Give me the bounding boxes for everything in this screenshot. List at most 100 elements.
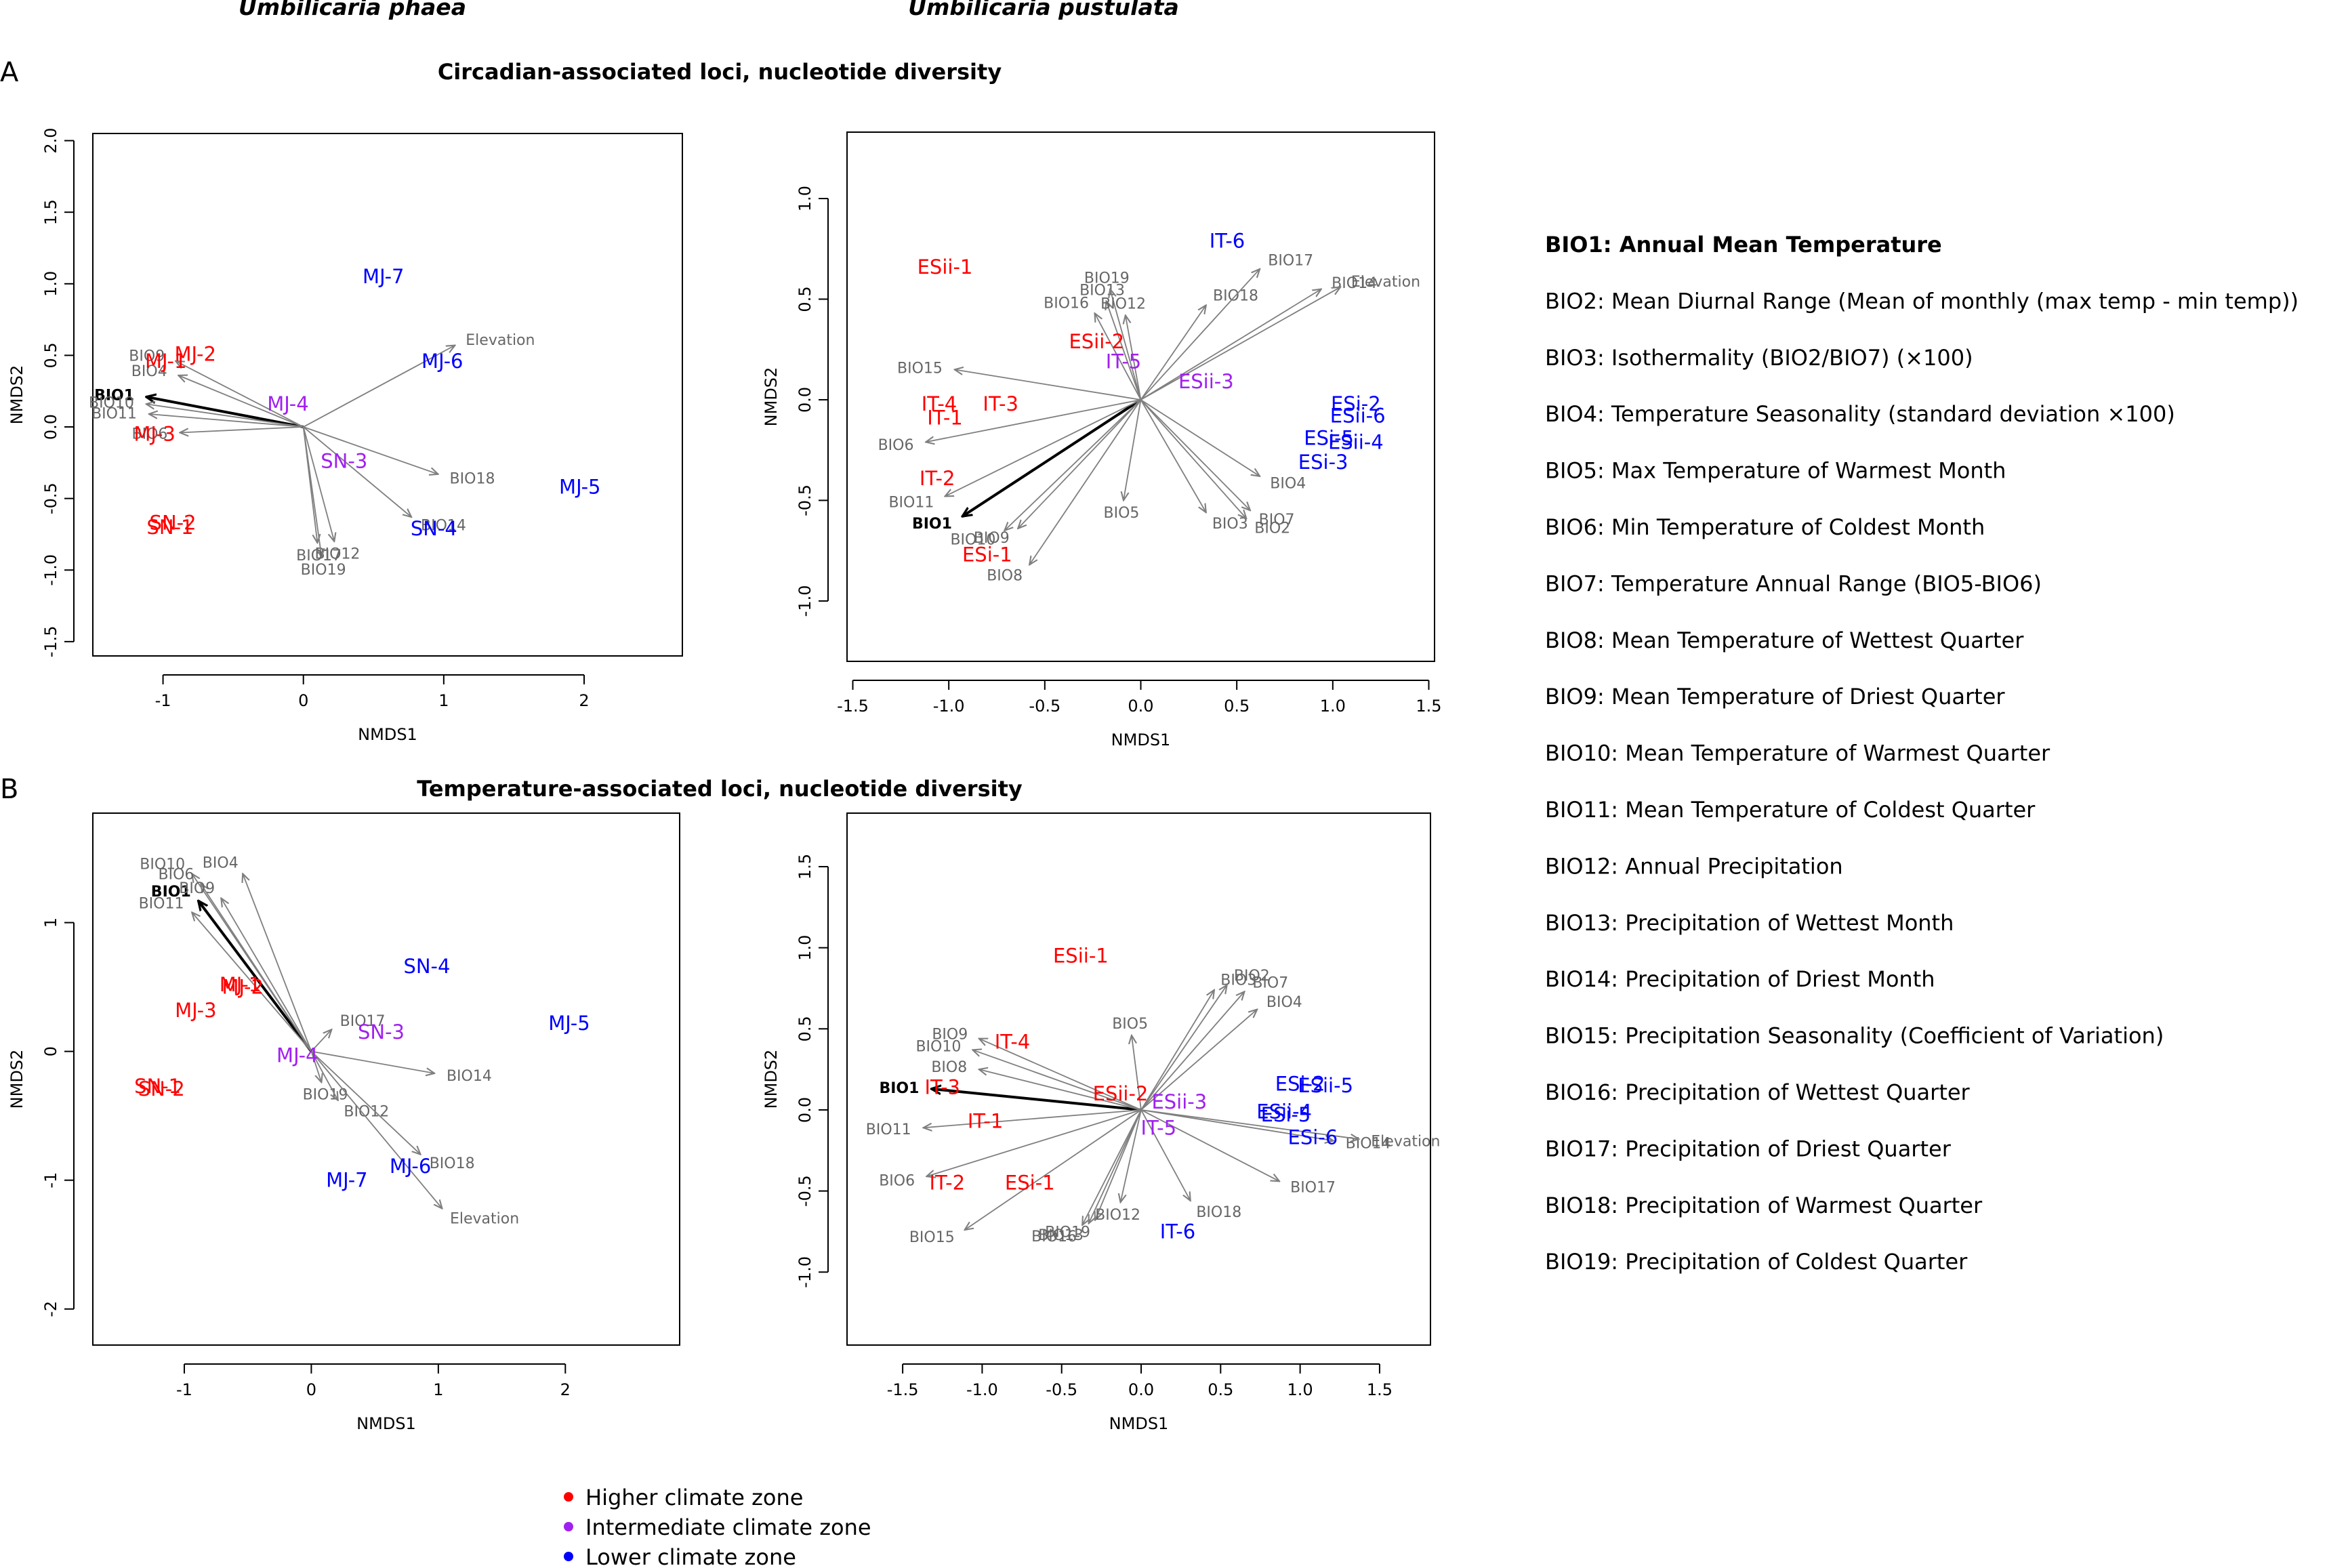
bio-variable-legend: BIO1: Annual Mean Temperature BIO2: Mean …: [1545, 232, 2299, 1275]
vector-label-bio6: BIO6: [879, 1172, 915, 1189]
zone-legend-dot: [564, 1522, 573, 1531]
site-label-esii-2: ESii-2: [1069, 330, 1124, 353]
vector-arrow-bio13: [1107, 301, 1142, 400]
x-tick-label: 0.0: [1128, 697, 1153, 716]
vector-arrow-bio18: [303, 426, 438, 474]
y-axis-label: NMDS2: [7, 1050, 26, 1109]
y-tick-label: -2: [41, 1301, 60, 1317]
vector-label-elevation: Elevation: [466, 332, 535, 349]
panel-letter-a: A: [0, 57, 19, 88]
plot-circadian-pustulata: -1.5 -1.0 -0.5 0.0 0.5 1.0 1.5 -1.0 -0.5 0.0 0.5 1.…: [762, 131, 1442, 749]
zone-legend-dot: [564, 1492, 573, 1502]
vector-arrow-bio16: [1082, 1109, 1142, 1225]
vector-label-bio1: BIO1: [912, 516, 952, 533]
vector-arrow-elevation: [1140, 287, 1341, 400]
vector-arrow-bio11: [945, 399, 1141, 497]
vector-arrow-elevation: [1140, 1109, 1359, 1139]
vector-label-bio2: BIO2: [1234, 968, 1270, 985]
vector-label-bio6: BIO6: [159, 867, 194, 884]
column-title-pustulata: Umbilicaria pustulata: [908, 0, 1179, 20]
site-label-esi-2: ESi-2: [1331, 392, 1381, 415]
vector-label-elevation: Elevation: [1351, 274, 1420, 291]
x-tick-label: 1.5: [1416, 697, 1441, 716]
bio-legend-item: BIO10: Mean Temperature of Warmest Quart…: [1545, 741, 2050, 766]
site-label-esii-6: ESii-6: [1330, 405, 1386, 428]
vector-arrow-bio6: [201, 884, 312, 1052]
vector-arrow-bio11: [149, 414, 304, 428]
x-tick-label: 2: [560, 1380, 571, 1399]
vector-arrow-bio14: [303, 426, 412, 517]
vector-label-bio9: BIO9: [179, 880, 215, 897]
vector-arrow-bio1: [146, 397, 304, 428]
plot-frame: [846, 812, 1431, 1346]
vector-label-bio4: BIO4: [131, 363, 167, 380]
site-label-esii-1: ESii-1: [918, 255, 973, 278]
vector-label-bio9: BIO9: [974, 530, 1010, 547]
vector-arrow-bio7: [1140, 399, 1251, 510]
x-axis-label: NMDS1: [358, 725, 417, 744]
y-tick-label: 1.0: [796, 186, 815, 211]
y-tick-label: 0: [41, 1046, 60, 1056]
site-label-esii-5: ESii-5: [1298, 1074, 1353, 1097]
site-label-mj-7: MJ-7: [363, 265, 404, 288]
site-label-esii-1: ESii-1: [1053, 945, 1109, 968]
vector-arrow-bio1: [199, 901, 313, 1052]
vector-label-bio10: BIO10: [950, 531, 995, 548]
site-label-sn-4: SN-4: [411, 517, 457, 540]
site-label-mj-1: MJ-1: [145, 350, 186, 373]
bio-legend-item: BIO1: Annual Mean Temperature: [1545, 232, 1942, 257]
vector-arrow-bio9: [176, 361, 304, 428]
bio-legend-item: BIO6: Min Temperature of Coldest Month: [1545, 514, 1985, 540]
bio-legend-item: BIO8: Mean Temperature of Wettest Quarte…: [1545, 627, 2024, 653]
vector-arrow-bio8: [979, 1069, 1142, 1111]
plot-frame: [92, 133, 683, 657]
site-label-mj-5: MJ-5: [559, 476, 600, 499]
y-axis-label: NMDS2: [7, 365, 26, 425]
vector-arrow-bio1: [962, 398, 1142, 516]
x-tick-label: -1: [176, 1380, 192, 1399]
vector-arrow-bio4: [178, 375, 304, 428]
bio-legend-item: BIO9: Mean Temperature of Driest Quarter: [1545, 684, 2005, 709]
site-label-mj-2: MJ-2: [174, 342, 215, 365]
vector-arrow-bio15: [965, 1109, 1142, 1230]
site-label-sn-2: SN-2: [150, 512, 197, 535]
vector-arrow-bio18: [1140, 1109, 1191, 1201]
x-tick-label: -1.5: [837, 697, 869, 716]
site-label-it-3: IT-3: [983, 392, 1018, 415]
vector-label-bio18: BIO18: [1196, 1204, 1241, 1221]
site-label-sn-1: SN-1: [134, 1075, 181, 1098]
vector-label-bio12: BIO12: [1095, 1207, 1140, 1224]
vector-label-bio8: BIO8: [987, 567, 1023, 584]
vector-arrow-bio4: [1140, 1010, 1257, 1111]
vector-arrow-bio18: [1140, 305, 1206, 400]
vector-arrow-bio3: [1140, 990, 1214, 1111]
x-tick-label: 0.0: [1128, 1380, 1154, 1399]
vector-label-bio7: BIO7: [1259, 512, 1295, 529]
vector-arrow-bio3: [1140, 399, 1206, 512]
vector-arrow-bio19: [1095, 1109, 1142, 1220]
vector-label-bio2: BIO2: [1254, 520, 1290, 537]
vector-label-bio4: BIO4: [203, 855, 239, 872]
vector-label-bio1: BIO1: [151, 884, 191, 901]
vector-label-bio19: BIO19: [301, 562, 346, 579]
vector-arrow-bio8: [1029, 399, 1142, 565]
site-label-mj-6: MJ-6: [421, 350, 463, 373]
x-tick-label: -1.5: [887, 1380, 919, 1399]
vector-label-bio1: BIO1: [94, 387, 134, 404]
vector-arrow-bio19: [1110, 289, 1142, 400]
vector-arrow-bio12: [302, 426, 335, 541]
vector-arrow-elevation: [310, 1051, 442, 1209]
vector-arrow-bio19: [310, 1051, 321, 1083]
x-tick-label: -0.5: [1029, 697, 1060, 716]
vector-arrow-bio2: [1140, 985, 1227, 1111]
site-label-mj-6: MJ-6: [390, 1155, 431, 1178]
y-tick-label: 0.0: [796, 387, 815, 413]
x-tick-label: 0.5: [1208, 1380, 1233, 1399]
y-tick-label: 1: [41, 917, 60, 928]
site-label-sn-1: SN-1: [146, 516, 193, 539]
vector-arrow-bio15: [955, 369, 1141, 400]
vector-arrow-bio13: [1089, 1109, 1142, 1224]
y-tick-label: 1.0: [796, 935, 815, 961]
vector-label-bio11: BIO11: [91, 406, 137, 423]
site-label-esi-1: ESi-1: [1005, 1172, 1055, 1195]
